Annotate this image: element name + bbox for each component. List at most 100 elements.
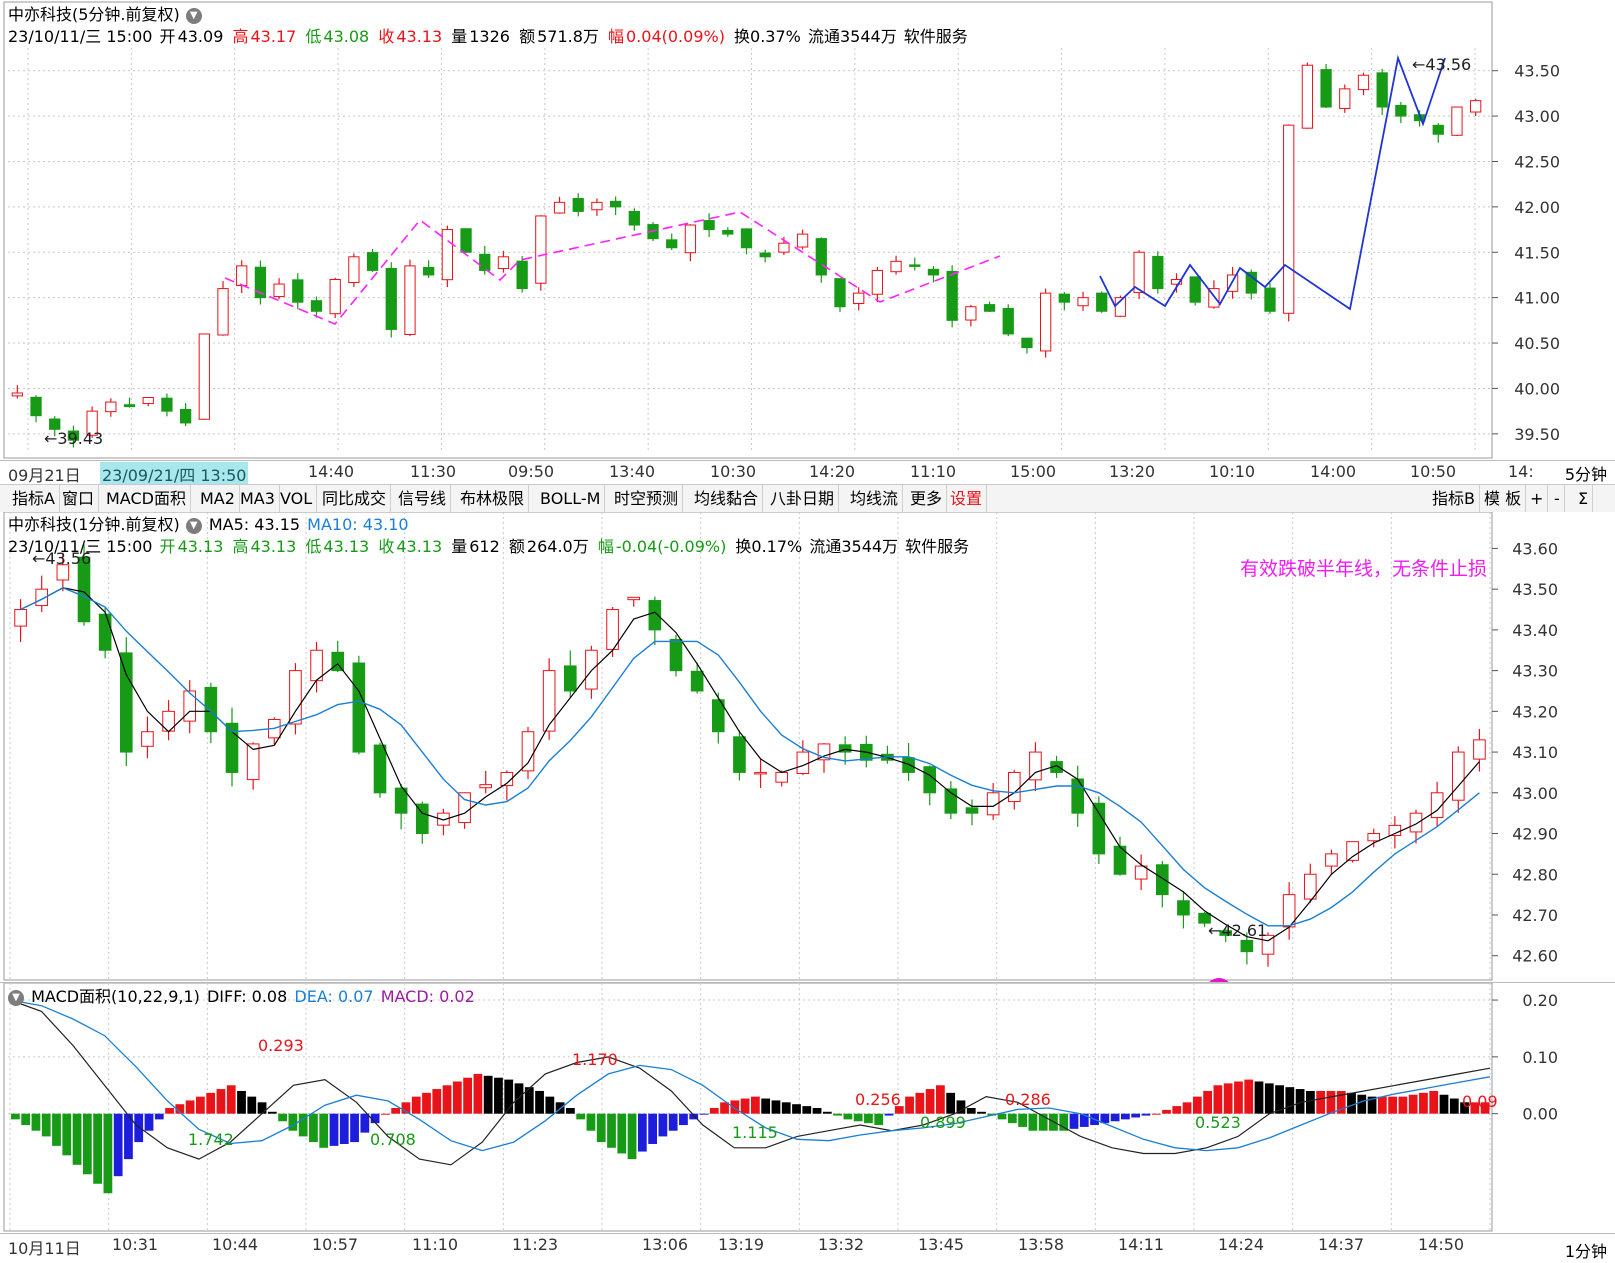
macd-bar <box>31 1113 41 1131</box>
candle-body <box>385 267 397 330</box>
candle-body <box>1264 287 1276 312</box>
macd-chart[interactable]: 0.20 0.10 0.00 0.293 1.742 0.708 1.170 1.115 0.2… <box>0 983 1615 1233</box>
macd-bar <box>298 1113 308 1137</box>
toolbar-right-button-1[interactable]: 模 板 <box>1480 485 1527 512</box>
toolbar-button-5[interactable]: VOL <box>276 485 318 512</box>
toolbar-button-9[interactable]: BOLL-M <box>536 485 606 512</box>
macd-bar <box>422 1092 431 1114</box>
toolbar-button-2[interactable]: MACD面积 <box>102 485 191 512</box>
top-candlestick-chart[interactable]: 43.50 43.00 42.50 42.00 41.50 41.00 40.50 40.00… <box>0 0 1615 484</box>
mid-y-tick-label: 43.20 <box>1512 702 1558 721</box>
toolbar-button-4[interactable]: MA3 <box>236 485 280 512</box>
macd-bar <box>658 1113 668 1137</box>
candle-body <box>965 306 977 321</box>
top-x-tick-label: 13:20 <box>1109 462 1156 481</box>
macd-bar <box>381 1113 390 1115</box>
toolbar-button-0[interactable]: 指标A <box>8 485 60 512</box>
macd-bar <box>1367 1096 1377 1114</box>
candle-body <box>591 201 603 211</box>
info-date: 23/10/11/三 15:00 <box>8 27 153 46</box>
macd-dea-line <box>9 999 1491 1152</box>
macd-bar <box>432 1089 442 1114</box>
toolbar-button-7[interactable]: 信号线 <box>394 485 452 512</box>
chevron-down-icon[interactable]: ▼ <box>185 517 202 534</box>
mid-y-tick-label: 43.50 <box>1512 580 1558 599</box>
info-turnover: 换0.17% <box>735 537 803 556</box>
toolbar-button-13[interactable]: 均线流 <box>846 485 904 512</box>
macd-pane: 0.20 0.10 0.00 0.293 1.742 0.708 1.170 1.115 0.2… <box>0 982 1615 1263</box>
info-chg: 幅 0.04(0.09%) <box>607 27 725 46</box>
toolbar-right-button-3[interactable]: - <box>1550 485 1565 512</box>
candle-body <box>946 270 958 321</box>
macd-x-tick-label: 10:44 <box>212 1235 259 1254</box>
toolbar-right-button-4[interactable]: Σ <box>1574 485 1594 512</box>
top-chart-title: 中亦科技(5分钟.前复权) <box>8 5 180 24</box>
top-y-tick-label: 39.50 <box>1514 425 1560 444</box>
macd-frame <box>3 983 1493 1232</box>
toolbar-button-8[interactable]: 布林极限 <box>456 485 530 512</box>
mid-candlestick-chart[interactable]: 43.60 43.50 43.40 43.30 43.20 43.10 43.00 42.90… <box>0 512 1615 982</box>
macd-bar <box>781 1102 791 1114</box>
macd-bar <box>82 1113 92 1175</box>
candle-body <box>609 200 622 208</box>
candle-body <box>1071 778 1085 814</box>
candle-body <box>30 396 42 417</box>
candle-body <box>563 665 577 692</box>
toolbar-button-10[interactable]: 时空预测 <box>610 485 684 512</box>
macd-bar <box>237 1090 246 1114</box>
toolbar-right-button-2[interactable]: + <box>1526 485 1549 512</box>
candle-body <box>1339 88 1351 109</box>
macd-area-label: 0.286 <box>1005 1090 1051 1109</box>
top-period-label[interactable]: 5分钟 <box>1564 465 1607 484</box>
macd-bar <box>853 1113 863 1122</box>
macd-bar <box>1038 1113 1048 1131</box>
info-float: 流通3544万 <box>807 27 897 46</box>
candle-body <box>722 229 734 235</box>
candle-body <box>56 564 70 581</box>
top-low-mark: ←39.43 <box>44 429 103 448</box>
ma5-line <box>20 587 1480 942</box>
candle-body <box>1320 69 1332 108</box>
toolbar-right-button-0[interactable]: 指标B <box>1428 485 1480 512</box>
chevron-down-icon[interactable]: ▼ <box>185 7 202 24</box>
macd-x-tick-label: 10月11日 <box>8 1239 81 1258</box>
toolbar-button-6[interactable]: 同比成交 <box>318 485 392 512</box>
trend-dashed-line <box>224 211 1001 325</box>
macd-bar <box>1018 1113 1027 1127</box>
macd-x-tick-label: 13:32 <box>818 1235 865 1254</box>
candle-body <box>535 215 547 284</box>
top-y-tick-label: 41.50 <box>1514 243 1560 262</box>
chevron-down-icon[interactable]: ▼ <box>8 989 24 1006</box>
candle-body <box>542 670 556 732</box>
candle-body <box>648 600 662 631</box>
toolbar-button-1[interactable]: 窗口 <box>58 485 100 512</box>
macd-bar <box>360 1113 370 1133</box>
candle-body <box>923 766 937 794</box>
toolbar-button-3[interactable]: MA2 <box>196 485 240 512</box>
indicator-toolbar: 指标A 窗口 MACD面积 MA2 MA3 VOL 同比成交 信号线 布林极限 BOLL-M 时空预… <box>0 484 1615 513</box>
candle-body <box>204 686 218 733</box>
toolbar-button-14[interactable]: 更多 <box>906 485 948 512</box>
macd-bar <box>247 1096 257 1114</box>
macd-bar <box>1234 1081 1243 1114</box>
candle-body <box>740 228 753 249</box>
candle-body <box>86 410 98 436</box>
candle-body <box>759 252 771 258</box>
candle-body <box>817 743 831 761</box>
macd-period-label[interactable]: 1分钟 <box>1564 1242 1607 1261</box>
macd-x-tick-label: 13:19 <box>718 1235 765 1254</box>
mid-chart-title: 中亦科技(1分钟.前复权) <box>8 515 180 534</box>
candle-body <box>1152 255 1164 290</box>
toolbar-button-12[interactable]: 八卦日期 <box>766 485 840 512</box>
candle-body <box>119 652 133 753</box>
toolbar-button-11[interactable]: 均线黏合 <box>690 485 764 512</box>
top-y-tick-label: 40.00 <box>1514 379 1560 398</box>
candle-body <box>479 784 493 789</box>
candle-body <box>423 266 435 276</box>
macd-dea-label: DEA: 0.07 <box>294 987 374 1006</box>
candle-body <box>684 224 697 254</box>
toolbar-button-15[interactable]: 设置 <box>946 485 988 512</box>
macd-bar <box>648 1113 657 1144</box>
macd-x-tick-label: 10:57 <box>312 1235 359 1254</box>
macd-bar <box>1275 1085 1284 1114</box>
